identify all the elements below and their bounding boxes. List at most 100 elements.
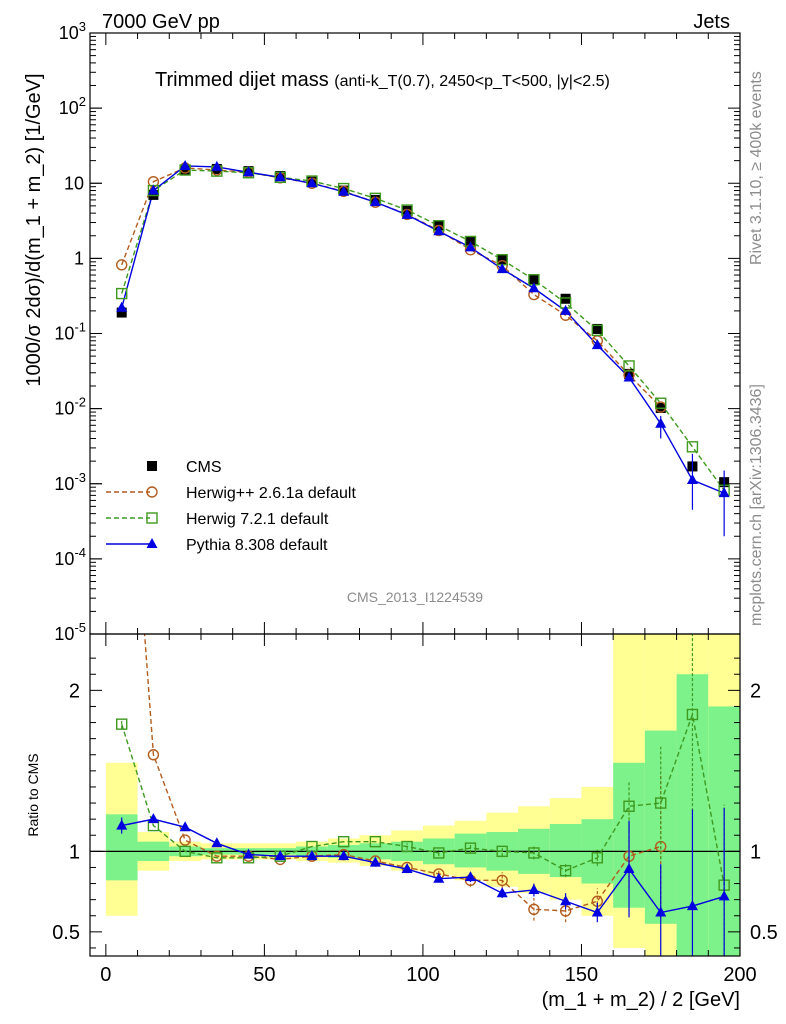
ratio-point-triangle (623, 863, 635, 874)
data-point-triangle (433, 225, 445, 236)
ratio-point-triangle (528, 883, 540, 894)
ratio-point-triangle (243, 848, 255, 859)
data-point-triangle (369, 196, 381, 207)
ratio-point-square (559, 864, 572, 877)
ratio-point-triangle (338, 850, 350, 861)
x-tick-label: 150 (565, 964, 598, 986)
data-point-triangle (591, 339, 603, 350)
data-point-data (560, 293, 571, 304)
ratio-uncertainty-bands (90, 634, 740, 956)
legend-marker-circle (146, 486, 158, 498)
ratio-point-circle (179, 834, 191, 846)
data-point-triangle (338, 185, 350, 196)
legend-label: CMS (186, 459, 222, 476)
header-process-label: Jets (693, 11, 730, 33)
data-point-triangle (560, 304, 572, 315)
data-point-triangle (147, 184, 159, 195)
ratio-y-tick-label: 2 (69, 680, 80, 702)
ratio-panel-series (116, 634, 730, 956)
y-tick-label: 103 (59, 19, 86, 43)
data-point-data (592, 323, 603, 334)
data-point-triangle (243, 166, 255, 177)
ratio-point-square (464, 842, 477, 854)
ratio-line-triangle (121, 818, 725, 914)
ratio-point-square (686, 708, 699, 721)
y-tick-label: 10 (64, 173, 84, 193)
ratio-y-tick-label-right: 1 (750, 841, 761, 863)
data-point-triangle (116, 301, 128, 312)
x-tick-label: 50 (253, 964, 275, 986)
data-point-data (180, 165, 191, 176)
ratio-panel-axes: 0 50 100 150 200 0.5 0.5 1 1 2 2 (52, 33, 778, 986)
y-tick-label: 1 (74, 248, 84, 268)
legend-marker-data (147, 461, 157, 471)
x-axis-label: (m_1 + m_2) / 2 [GeV] (542, 989, 740, 1011)
header-energy-label: 7000 GeV pp (102, 11, 220, 33)
ratio-point-square (623, 800, 635, 812)
ratio-point-triangle (274, 850, 286, 861)
ratio-point-triangle (433, 872, 445, 883)
y-axis-label: 1000/σ 2dσ)/d(m_1 + m_2) [1/GeV] (23, 73, 45, 386)
data-point-square (591, 324, 604, 337)
ratio-point-triangle (655, 906, 667, 917)
ratio-y-tick-label-right: 0.5 (750, 922, 778, 944)
ratio-point-square (369, 835, 382, 848)
ratio-point-triangle (718, 890, 730, 901)
main-panel-y-axis: 10-5 10-4 10-3 10-2 10-1 1 10 102 103 (54, 19, 740, 644)
ratio-point-square (211, 852, 223, 864)
ratio-point-triangle (560, 895, 572, 906)
ratio-point-circle (528, 903, 540, 916)
data-point-triangle (464, 241, 476, 252)
y-tick-label: 10-5 (54, 620, 86, 644)
data-point-square (623, 360, 635, 372)
ratio-point-square (337, 835, 350, 848)
y-tick-label: 10-1 (54, 320, 86, 344)
y-tick-label: 10-4 (54, 545, 86, 569)
ratio-y-axis-label: Ratio to CMS (25, 753, 41, 836)
ratio-point-square (528, 847, 540, 859)
data-point-circle (116, 259, 128, 271)
series-line-triangle (121, 165, 725, 494)
ratio-point-square (591, 852, 604, 864)
ratio-point-square (116, 718, 128, 730)
ratio-point-triangle (591, 906, 603, 917)
x-tick-label: 200 (723, 964, 756, 986)
legend-label: Herwig 7.2.1 default (186, 511, 329, 528)
legend-marker-triangle (146, 538, 158, 548)
ratio-point-triangle (496, 887, 508, 898)
data-point-square (686, 441, 699, 453)
data-point-data (497, 254, 508, 265)
ratio-point-circle (496, 874, 508, 887)
ratio-point-square (433, 847, 445, 859)
ratio-point-square (496, 845, 508, 858)
ratio-point-triangle (306, 850, 318, 861)
chart-title: Trimmed dijet mass (anti-k_T(0.7), 2450<… (155, 69, 610, 91)
y-tick-label: 10-3 (54, 470, 86, 494)
x-tick-label: 100 (406, 964, 439, 986)
data-point-data (116, 307, 127, 318)
legend: CMS Herwig++ 2.6.1a default Herwig 7.2.1 d… (106, 459, 356, 554)
ratio-point-triangle (369, 856, 381, 867)
ratio-point-square (655, 797, 667, 809)
ratio-y-tick-label-right: 2 (750, 680, 761, 702)
ratio-point-triangle (686, 900, 698, 911)
y-tick-label: 102 (59, 94, 86, 118)
ratio-point-triangle (179, 821, 191, 832)
ratio-point-triangle (401, 863, 413, 874)
rivet-version-label: Rivet 3.1.10, ≥ 400k events (748, 71, 765, 265)
data-point-triangle (306, 177, 318, 188)
y-tick-label: 10-2 (54, 395, 86, 419)
data-point-data (528, 274, 539, 285)
mcplots-label: mcplots.cern.ch [arXiv:1306.3436] (748, 384, 765, 626)
ratio-point-square (179, 845, 191, 858)
ratio-band-inner-bin (549, 823, 582, 878)
ratio-point-circle (147, 749, 160, 761)
chart-title-subtitle: (anti-k_T(0.7), 2450<p_T<500, |y|<2.5) (334, 73, 610, 90)
ratio-point-triangle (211, 837, 223, 848)
data-point-triangle (211, 160, 223, 171)
series-line-square (121, 169, 725, 491)
data-point-triangle (623, 371, 635, 382)
ratio-point-triangle (147, 813, 159, 824)
data-point-square (655, 397, 667, 409)
